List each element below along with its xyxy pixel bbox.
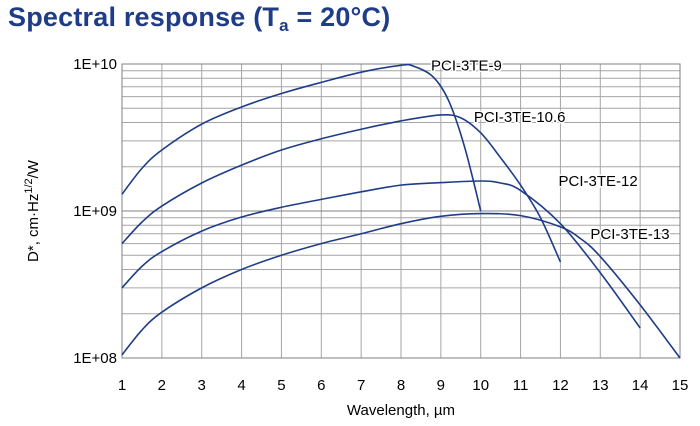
series-lines	[121, 63, 681, 359]
series-label-pci-3te-10-6: PCI-3TE-10.6	[474, 109, 566, 126]
plot-area-border	[121, 63, 681, 359]
series-label-pci-3te-12: PCI-3TE-12	[559, 173, 638, 190]
x-tick-label: 14	[632, 377, 649, 394]
y-axis-title: D*, cm·Hz1/2/W	[23, 159, 42, 262]
x-axis-title: Wavelength, µm	[347, 402, 455, 419]
title-main: Spectral response (T	[8, 2, 280, 32]
x-tick-label: 5	[277, 377, 285, 394]
y-axis-title-superscript: 1/2	[23, 178, 35, 193]
x-tick-label: 15	[672, 377, 689, 394]
series-labels: PCI-3TE-9 PCI-3TE-10.6 PCI-3TE-12 PCI-3TE-1…	[430, 56, 672, 244]
chart-grid	[121, 64, 681, 359]
y-tick-label: 1E+08	[73, 350, 117, 367]
x-tick-label: 8	[397, 377, 405, 394]
series-line-pci-3te-13	[121, 212, 681, 359]
x-tick-label: 2	[158, 377, 166, 394]
x-tick-label: 10	[472, 377, 489, 394]
x-tick-label: 3	[198, 377, 206, 394]
title-suffix: = 20°C)	[288, 2, 391, 32]
x-tick-label: 11	[513, 377, 529, 394]
x-tick-label: 4	[237, 377, 245, 394]
y-tick-label: 1E+10	[73, 56, 117, 73]
y-axis-title-suffix: /W	[25, 159, 42, 178]
x-tick-label: 1	[118, 377, 126, 394]
series-line-pci-3te-10-6	[121, 113, 562, 263]
x-tick-label: 7	[357, 377, 365, 394]
x-tick-label: 9	[437, 377, 445, 394]
x-tick-label: 13	[592, 377, 609, 394]
series-line-pci-3te-9	[121, 63, 482, 212]
series-label-pci-3te-13: PCI-3TE-13	[590, 226, 669, 243]
page-title: Spectral response (Ta = 20°C)	[8, 2, 391, 35]
title-subscript: a	[279, 16, 289, 35]
y-tick-labels: 1E+08 1E+09 1E+10	[73, 56, 117, 367]
series-line-pci-3te-12	[121, 180, 641, 329]
y-tick-label: 1E+09	[73, 203, 117, 220]
x-tick-labels: 1 2 3 4 5 6 7 8 9 10 11 12 13 14 15	[118, 377, 689, 394]
series-label-pci-3te-9: PCI-3TE-9	[431, 57, 502, 74]
y-axis-title-prefix: D*, cm·Hz	[25, 194, 42, 262]
x-tick-label: 6	[317, 377, 325, 394]
x-tick-label: 12	[552, 377, 569, 394]
